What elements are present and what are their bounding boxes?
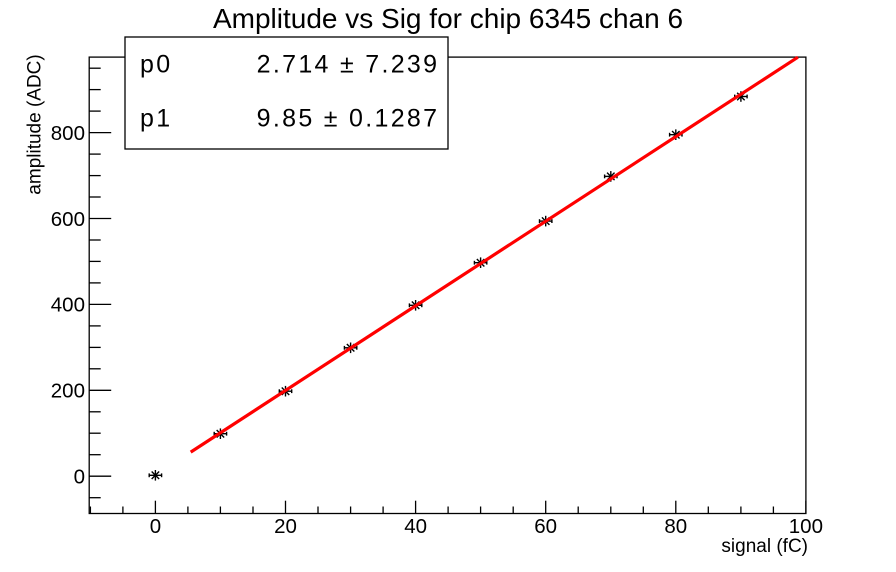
svg-text:0: 0 bbox=[150, 515, 161, 538]
svg-text:2.714 ± 7.239: 2.714 ± 7.239 bbox=[257, 51, 440, 79]
svg-text:Amplitude vs Sig for chip 6345: Amplitude vs Sig for chip 6345 chan 6 bbox=[213, 3, 683, 34]
svg-text:20: 20 bbox=[274, 515, 297, 538]
svg-text:40: 40 bbox=[404, 515, 427, 538]
svg-text:p1: p1 bbox=[140, 105, 172, 133]
svg-text:200: 200 bbox=[51, 380, 85, 403]
svg-text:800: 800 bbox=[51, 122, 85, 145]
svg-text:100: 100 bbox=[789, 515, 823, 538]
svg-text:amplitude (ADC): amplitude (ADC) bbox=[24, 54, 45, 194]
svg-text:0: 0 bbox=[74, 466, 85, 489]
svg-text:9.85 ± 0.1287: 9.85 ± 0.1287 bbox=[257, 105, 440, 133]
svg-text:p0: p0 bbox=[140, 51, 172, 79]
svg-text:80: 80 bbox=[664, 515, 687, 538]
svg-text:400: 400 bbox=[51, 294, 85, 317]
svg-text:600: 600 bbox=[51, 208, 85, 231]
svg-text:60: 60 bbox=[534, 515, 557, 538]
svg-text:signal (fC): signal (fC) bbox=[721, 536, 808, 557]
